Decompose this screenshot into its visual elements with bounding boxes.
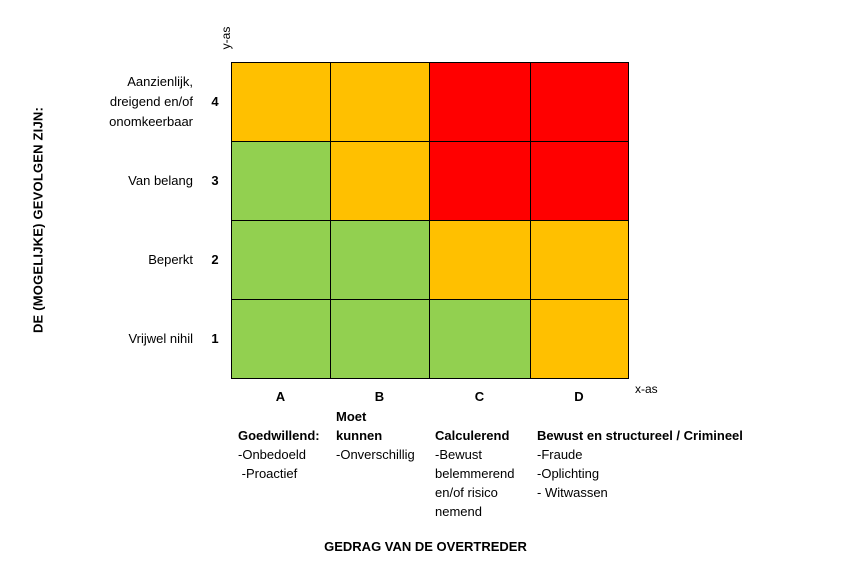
column-description-A: Goedwillend: -Onbedoeld -Proactief	[238, 426, 320, 483]
column-letter-A: A	[275, 389, 286, 404]
column-letter-D: D	[574, 389, 584, 404]
row-number-3: 3	[211, 172, 219, 188]
column-heading-C: Calculerend	[435, 428, 510, 443]
column-heading-D: Bewust en structureel / Crimineel	[537, 428, 743, 443]
column-item-D-1: -Fraude	[537, 447, 583, 462]
matrix-cell-A2	[231, 220, 331, 300]
matrix-cell-D1	[530, 299, 629, 379]
column-description-D: Bewust en structureel / Crimineel -Fraude…	[537, 426, 743, 502]
column-heading-A: Goedwillend:	[238, 428, 320, 443]
column-heading-B: Moet kunnen	[336, 409, 383, 443]
matrix-cell-B2	[330, 220, 430, 300]
column-item-C-4: nemend	[435, 504, 482, 519]
y-axis-tag-text: y-as	[219, 26, 233, 50]
column-item-C-3: en/of risico	[435, 485, 498, 500]
row-label-1: Vrijwel nihil	[128, 330, 193, 346]
x-axis-tag: x-as	[635, 382, 658, 396]
matrix-cell-C2	[429, 220, 531, 300]
matrix-cell-B4	[330, 62, 430, 142]
y-axis-title-text: DE (MOGELIJKE) GEVOLGEN ZIJN:	[30, 106, 46, 334]
x-axis-title: GEDRAG VAN DE OVERTREDER	[324, 539, 527, 554]
matrix-cell-D3	[530, 141, 629, 221]
column-item-D-2: -Oplichting	[537, 466, 600, 481]
matrix-cell-C3	[429, 141, 531, 221]
matrix-cell-B1	[330, 299, 430, 379]
column-description-B: Moet kunnen -Onverschillig	[336, 407, 415, 464]
row-label-3: Van belang	[128, 172, 193, 188]
row-number-4: 4	[211, 93, 219, 109]
matrix-cell-D2	[530, 220, 629, 300]
row-number-2: 2	[211, 251, 219, 267]
row-label-4: Aanzienlijk, dreigend en/of onomkeerbaar	[109, 73, 193, 129]
column-item-C-1: -Bewust	[435, 447, 482, 462]
matrix-cell-A4	[231, 62, 331, 142]
matrix-cell-C1	[429, 299, 531, 379]
column-letter-B: B	[374, 389, 385, 404]
matrix-cell-C4	[429, 62, 531, 142]
column-description-C: Calculerend -Bewust belemmerend en/of risic…	[435, 426, 515, 521]
column-item-A-2: -Proactief	[238, 466, 298, 481]
column-item-A-1: -Onbedoeld	[238, 447, 306, 462]
column-letter-C: C	[474, 389, 485, 404]
matrix-cell-B3	[330, 141, 430, 221]
risk-matrix-grid	[231, 62, 629, 379]
row-label-2: Beperkt	[148, 251, 193, 267]
matrix-cell-A1	[231, 299, 331, 379]
matrix-cell-D4	[530, 62, 629, 142]
matrix-cell-A3	[231, 141, 331, 221]
column-item-D-3: - Witwassen	[537, 485, 608, 500]
column-item-C-2: belemmerend	[435, 466, 515, 481]
column-item-B-1: -Onverschillig	[336, 447, 415, 462]
row-number-1: 1	[211, 330, 219, 346]
